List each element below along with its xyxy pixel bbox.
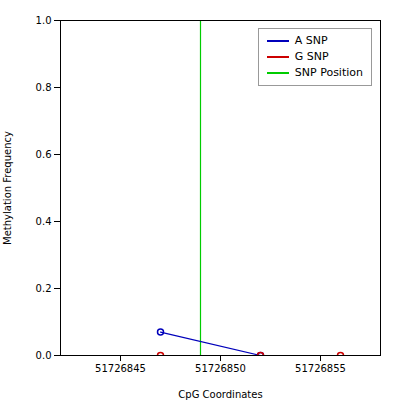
svg-text:51726855: 51726855: [295, 363, 346, 374]
svg-text:51726850: 51726850: [195, 363, 246, 374]
html-text:A SNP: A SNP: [294, 34, 328, 47]
svg-text:0.2: 0.2: [36, 283, 52, 294]
svg-text:0.6: 0.6: [36, 149, 52, 160]
svg-text:0.8: 0.8: [36, 82, 52, 93]
svg-text:Methylation Frequency: Methylation Frequency: [2, 131, 13, 245]
svg-text:51726845: 51726845: [95, 363, 146, 374]
svg-text:CpG Coordinates: CpG Coordinates: [178, 389, 262, 400]
svg-text:1.0: 1.0: [36, 15, 52, 26]
svg-text:0.4: 0.4: [36, 216, 52, 227]
html-text:SNP Position: SNP Position: [294, 66, 363, 79]
html-text:G SNP: G SNP: [294, 50, 329, 63]
svg-text:0.0: 0.0: [36, 350, 52, 361]
